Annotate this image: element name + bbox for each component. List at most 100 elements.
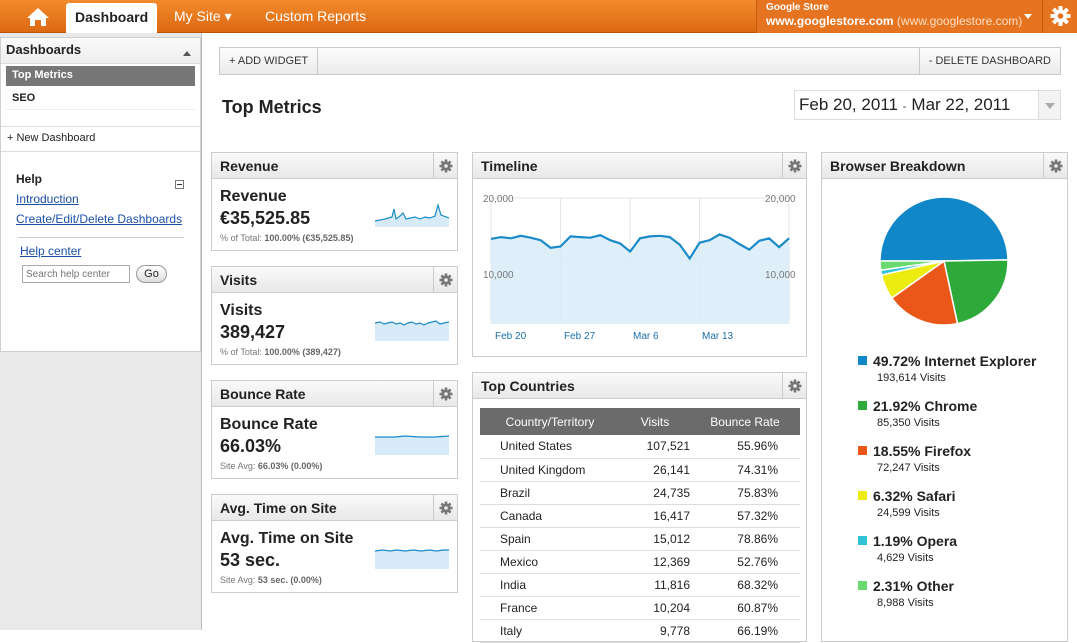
widget-title: Top Countries	[481, 378, 575, 394]
table-row[interactable]: Mexico 12,369 52.76%	[480, 550, 800, 574]
widget-title: Browser Breakdown	[830, 158, 966, 174]
home-icon[interactable]	[18, 6, 58, 28]
bounce-rate-cell: 55.96%	[690, 435, 800, 459]
chevron-down-icon	[1045, 103, 1055, 109]
table-row[interactable]: Spain 15,012 78.86%	[480, 527, 800, 551]
help-link-introduction[interactable]: Introduction	[16, 192, 79, 206]
y-tick-label: 20,000	[765, 194, 796, 205]
gear-icon	[1050, 6, 1071, 26]
widget-title: Bounce Rate	[220, 386, 306, 402]
browser-pie-chart	[879, 196, 1009, 326]
tab-custom-reports[interactable]: Custom Reports	[265, 8, 367, 24]
go-button[interactable]: Go	[136, 265, 167, 283]
widget-settings-button[interactable]	[782, 153, 806, 178]
column-header[interactable]: Bounce Rate	[690, 408, 800, 435]
dashboards-title: Dashboards	[6, 42, 82, 57]
date-range-picker[interactable]: Feb 20, 2011 - Mar 22, 2011	[794, 90, 1061, 120]
browser-breakdown-widget: Browser Breakdown 49.72% Internet Explor…	[821, 152, 1068, 642]
table-row[interactable]: Canada 16,417 57.32%	[480, 504, 800, 528]
legend-swatch	[858, 491, 867, 500]
gear-icon	[439, 501, 453, 515]
sidebar-item-seo[interactable]: SEO	[6, 88, 195, 110]
column-header[interactable]: Country/Territory	[480, 408, 620, 435]
tab-my-site[interactable]: My Site ▾	[174, 8, 232, 24]
page-title: Top Metrics	[222, 97, 322, 117]
sidebar: Dashboards Top Metrics SEO + New Dashboa…	[0, 33, 202, 630]
collapse-minus-icon[interactable]	[175, 180, 184, 189]
dashboards-header[interactable]: Dashboards	[1, 38, 200, 64]
legend-item: 18.55% Firefox 72,247 Visits	[858, 443, 1077, 474]
help-link-create-edit-delete[interactable]: Create/Edit/Delete Dashboards	[16, 212, 183, 226]
widget-settings-button[interactable]	[433, 495, 457, 520]
legend-percent-label: 49.72% Internet Explorer	[873, 353, 1037, 369]
collapse-up-icon[interactable]	[183, 51, 191, 56]
country-cell: Mexico	[480, 550, 620, 574]
metric-sub-prefix: % of Total:	[220, 347, 262, 357]
legend-percent-label: 6.32% Safari	[873, 488, 956, 504]
country-cell: India	[480, 573, 620, 597]
search-help-input[interactable]	[22, 265, 130, 283]
visits-cell: 12,369	[620, 550, 690, 574]
bounce-rate-widget: Bounce Rate Bounce Rate 66.03% Site Avg:…	[211, 380, 458, 479]
bounce-rate-cell: 75.83%	[690, 481, 800, 505]
country-cell: France	[480, 596, 620, 620]
column-header[interactable]: Visits	[620, 408, 690, 435]
account-selector[interactable]: Google Store www.googlestore.com (www.go…	[756, 0, 1042, 33]
add-widget-button[interactable]: + ADD WIDGET	[220, 48, 319, 74]
date-dropdown-button[interactable]	[1038, 91, 1060, 119]
table-row[interactable]: United Kingdom 26,141 74.31%	[480, 458, 800, 482]
avg-time-sparkline	[375, 549, 449, 569]
y-tick-label: 20,000	[483, 194, 514, 205]
gear-icon	[788, 159, 802, 173]
dashboards-panel: Dashboards Top Metrics SEO + New Dashboa…	[0, 37, 201, 352]
widget-settings-button[interactable]	[1043, 153, 1067, 178]
bounce-rate-sparkline	[375, 435, 449, 455]
legend-percent-label: 18.55% Firefox	[873, 443, 972, 459]
legend-swatch	[858, 536, 867, 545]
legend-percent-label: 21.92% Chrome	[873, 398, 978, 414]
new-dashboard-link[interactable]: + New Dashboard	[1, 126, 200, 152]
delete-dashboard-button[interactable]: - DELETE DASHBOARD	[918, 48, 1060, 74]
pie-slice-internet-explorer[interactable]	[879, 196, 1009, 262]
table-row[interactable]: France 10,204 60.87%	[480, 596, 800, 620]
widget-settings-button[interactable]	[433, 153, 457, 178]
legend-item: 21.92% Chrome 85,350 Visits	[858, 398, 1077, 429]
tab-dashboard[interactable]: Dashboard	[66, 3, 158, 33]
visits-cell: 11,816	[620, 573, 690, 597]
legend-item: 6.32% Safari 24,599 Visits	[858, 488, 1077, 519]
table-row[interactable]: India 11,816 68.32%	[480, 573, 800, 597]
widget-settings-button[interactable]	[782, 373, 806, 398]
settings-button[interactable]	[1042, 0, 1077, 33]
date-end: Mar 22, 2011	[911, 95, 1011, 114]
metric-label: Revenue	[220, 188, 287, 205]
table-row[interactable]: Italy 9,778 66.19%	[480, 619, 800, 643]
metric-label: Visits	[220, 302, 263, 319]
visits-cell: 107,521	[620, 435, 690, 459]
bounce-rate-cell: 78.86%	[690, 527, 800, 551]
gear-icon	[788, 379, 802, 393]
pie-slice-chrome[interactable]	[943, 259, 1009, 325]
legend-visits: 85,350 Visits	[877, 417, 940, 429]
table-row[interactable]: Brazil 24,735 75.83%	[480, 481, 800, 505]
table-row[interactable]: United States 107,521 55.96%	[480, 435, 800, 459]
pie-slice-other[interactable]	[879, 260, 945, 272]
widget-settings-button[interactable]	[433, 381, 457, 406]
pie-slice-firefox[interactable]	[890, 259, 959, 326]
metric-sub-prefix: Site Avg:	[220, 575, 256, 585]
legend-swatch	[858, 446, 867, 455]
country-cell: Brazil	[480, 481, 620, 505]
country-cell: Spain	[480, 527, 620, 551]
country-cell: United States	[480, 435, 620, 459]
x-tick-label: Feb 20	[495, 331, 527, 342]
widget-settings-button[interactable]	[433, 267, 457, 292]
dashboard-toolbar: + ADD WIDGET - DELETE DASHBOARD	[219, 47, 1061, 75]
legend-percent-label: 1.19% Opera	[873, 533, 958, 549]
metric-value: 53 sec.	[220, 550, 281, 570]
legend-visits: 24,599 Visits	[877, 507, 940, 519]
legend-swatch	[858, 581, 867, 590]
sidebar-item-top-metrics[interactable]: Top Metrics	[6, 66, 195, 86]
countries-table: Country/Territory Visits Bounce Rate Uni…	[480, 408, 800, 643]
help-center-link[interactable]: Help center	[20, 244, 82, 258]
timeline-chart: 20,000 10,000 20,000 10,000 Feb 20 Feb 27 Mar …	[483, 194, 796, 342]
widget-title: Avg. Time on Site	[220, 500, 337, 516]
